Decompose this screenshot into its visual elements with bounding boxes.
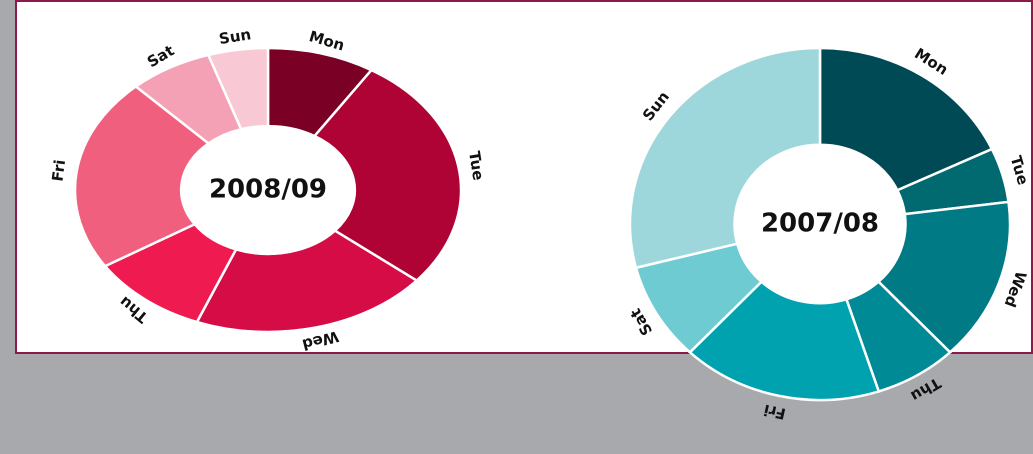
slice-label: Tue	[465, 150, 487, 182]
slice	[688, 280, 881, 402]
slice	[195, 229, 419, 334]
slice	[73, 84, 211, 268]
slice-label: Fri	[48, 159, 69, 183]
center-title: 2008/09	[209, 175, 327, 205]
slice	[628, 46, 822, 270]
slice-label: Sun	[218, 25, 253, 48]
slice	[312, 68, 463, 283]
slice-label: Fri	[762, 401, 787, 423]
slice	[206, 46, 270, 131]
slice	[876, 200, 1012, 355]
center-title: 2007/08	[761, 209, 879, 239]
slice	[818, 46, 994, 192]
